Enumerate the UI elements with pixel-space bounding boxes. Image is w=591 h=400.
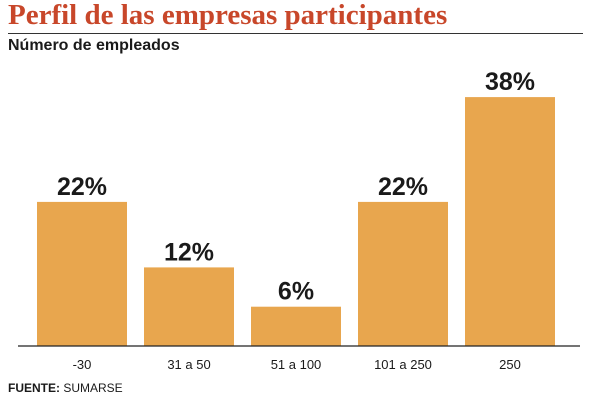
bar (144, 267, 234, 346)
source-note: FUENTE: SUMARSE (8, 381, 123, 395)
bar (37, 201, 127, 346)
source-label: FUENTE: (8, 381, 60, 395)
bar-value-label: 22% (57, 173, 107, 201)
chart-title: Perfil de las empresas participantes (8, 0, 448, 31)
bar-value-label: 6% (278, 278, 314, 306)
source-value: SUMARSE (63, 381, 123, 395)
chart-subtitle: Número de empleados (8, 37, 180, 54)
bar-value-label: 38% (485, 68, 535, 96)
category-label: 101 a 250 (374, 357, 432, 372)
category-label: 31 a 50 (167, 357, 210, 372)
bar (251, 306, 341, 346)
bar-value-label: 22% (378, 173, 428, 201)
category-label: 51 a 100 (271, 357, 322, 372)
bar-value-label: 12% (164, 238, 214, 266)
bar (465, 97, 555, 346)
category-label: 250 (499, 357, 521, 372)
title-divider (8, 33, 583, 34)
bar (358, 201, 448, 346)
category-label: -30 (73, 357, 92, 372)
